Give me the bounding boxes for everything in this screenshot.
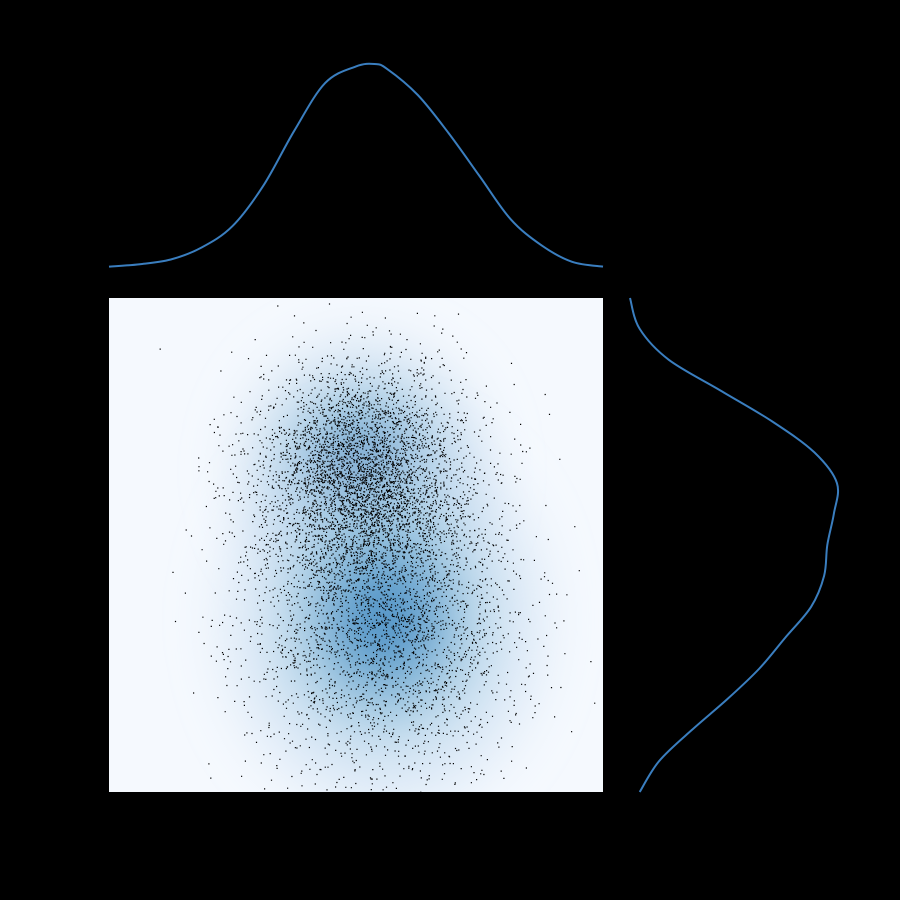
y-marginal-kde [629, 297, 840, 793]
scatter-points [159, 303, 596, 792]
scatter-point-cloud [159, 303, 596, 792]
x-marginal-line [108, 62, 604, 268]
x-marginal-kde [108, 62, 604, 268]
joint-kde-density [220, 337, 547, 792]
joint-panel [109, 298, 603, 792]
y-marginal-line [629, 297, 840, 793]
